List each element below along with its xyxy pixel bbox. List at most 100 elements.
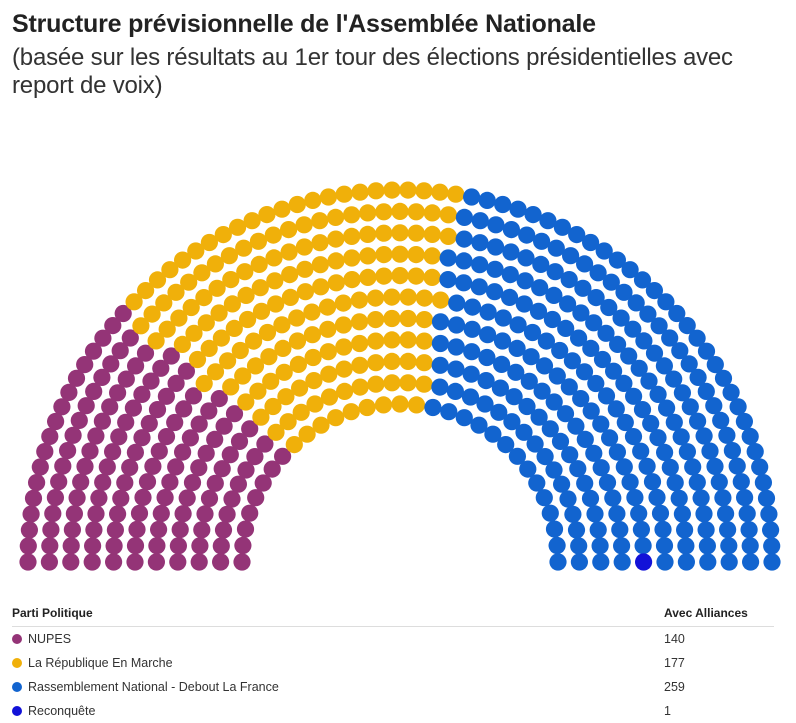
seat-la-r-publique-en-marche	[237, 393, 255, 411]
seat-rassemblement-national-debout-la-france	[556, 405, 575, 423]
seat-rassemblement-national-debout-la-france	[602, 273, 620, 291]
seat-nupes	[134, 488, 152, 506]
seat-nupes	[138, 473, 157, 491]
seat-rassemblement-national-debout-la-france	[575, 363, 594, 381]
seat-rassemblement-national-debout-la-france	[455, 230, 473, 248]
seat-rassemblement-national-debout-la-france	[615, 458, 633, 476]
seat-rassemblement-national-debout-la-france	[439, 249, 457, 267]
seat-rassemblement-national-debout-la-france	[447, 338, 465, 356]
seat-rassemblement-national-debout-la-france	[608, 443, 627, 461]
seat-rassemblement-national-debout-la-france	[546, 263, 564, 281]
seat-rassemblement-national-debout-la-france	[732, 473, 750, 491]
seat-la-r-publique-en-marche	[288, 309, 306, 327]
seat-nupes	[150, 520, 168, 539]
seat-nupes	[206, 430, 224, 448]
seat-la-r-publique-en-marche	[264, 397, 282, 416]
seat-nupes	[62, 537, 80, 555]
seat-rassemblement-national-debout-la-france	[516, 272, 534, 290]
seat-la-r-publique-en-marche	[407, 267, 425, 285]
seat-la-r-publique-en-marche	[285, 436, 303, 454]
seat-rassemblement-national-debout-la-france	[655, 537, 674, 555]
seat-la-r-publique-en-marche	[277, 388, 295, 406]
seat-la-r-publique-en-marche	[251, 279, 269, 297]
seat-la-r-publique-en-marche	[399, 288, 417, 306]
seat-la-r-publique-en-marche	[296, 283, 314, 301]
seat-rassemblement-national-debout-la-france	[502, 243, 520, 261]
seat-la-r-publique-en-marche	[399, 352, 417, 370]
seat-la-r-publique-en-marche	[374, 396, 393, 414]
seat-nupes	[63, 521, 81, 539]
seat-la-r-publique-en-marche	[161, 261, 179, 279]
seat-rassemblement-national-debout-la-france	[643, 473, 662, 491]
seat-rassemblement-national-debout-la-france	[638, 457, 656, 475]
seat-rassemblement-national-debout-la-france	[570, 329, 588, 347]
seat-rassemblement-national-debout-la-france	[670, 489, 688, 507]
seat-rassemblement-national-debout-la-france	[494, 195, 512, 214]
seat-la-r-publique-en-marche	[334, 316, 353, 334]
seat-la-r-publique-en-marche	[415, 182, 433, 200]
seat-rassemblement-national-debout-la-france	[656, 553, 674, 571]
seat-la-r-publique-en-marche	[229, 218, 247, 236]
seat-la-r-publique-en-marche	[200, 339, 218, 357]
seat-la-r-publique-en-marche	[180, 273, 198, 291]
seat-la-r-publique-en-marche	[195, 374, 213, 393]
seat-rassemblement-national-debout-la-france	[509, 316, 527, 334]
seat-nupes	[212, 537, 230, 555]
seat-rassemblement-national-debout-la-france	[625, 387, 643, 405]
legend-label: Reconquête	[28, 704, 96, 718]
seat-la-r-publique-en-marche	[137, 282, 155, 300]
seat-nupes	[184, 387, 203, 405]
seat-rassemblement-national-debout-la-france	[661, 329, 679, 347]
seat-rassemblement-national-debout-la-france	[609, 335, 627, 353]
seat-nupes	[109, 384, 127, 402]
seat-la-r-publique-en-marche	[298, 425, 316, 443]
seat-nupes	[247, 489, 265, 507]
seat-nupes	[175, 400, 193, 418]
seat-la-r-publique-en-marche	[335, 360, 353, 378]
seat-la-r-publique-en-marche	[125, 293, 143, 311]
seat-la-r-publique-en-marche	[193, 264, 211, 282]
seat-rassemblement-national-debout-la-france	[535, 357, 554, 375]
seat-rassemblement-national-debout-la-france	[484, 425, 502, 443]
seat-nupes	[157, 428, 176, 446]
seat-la-r-publique-en-marche	[252, 408, 270, 426]
seat-la-r-publique-en-marche	[311, 234, 329, 252]
seat-rassemblement-national-debout-la-france	[586, 505, 604, 523]
seat-rassemblement-national-debout-la-france	[673, 505, 692, 523]
seat-nupes	[200, 489, 219, 507]
seat-nupes	[90, 489, 108, 507]
seat-la-r-publique-en-marche	[383, 288, 401, 306]
seat-la-r-publique-en-marche	[222, 378, 240, 396]
seat-rassemblement-national-debout-la-france	[446, 382, 464, 400]
seat-la-r-publique-en-marche	[391, 245, 409, 263]
seat-la-r-publique-en-marche	[343, 249, 361, 267]
seat-la-r-publique-en-marche	[319, 343, 337, 361]
seat-reconqu-te	[635, 553, 653, 571]
seat-nupes	[233, 553, 251, 571]
seat-la-r-publique-en-marche	[312, 278, 330, 296]
seat-rassemblement-national-debout-la-france	[613, 553, 631, 571]
seat-rassemblement-national-debout-la-france	[519, 460, 537, 478]
seat-nupes	[62, 553, 80, 571]
seat-la-r-publique-en-marche	[187, 242, 205, 260]
legend-value: 1	[664, 704, 671, 718]
seat-nupes	[230, 432, 249, 450]
seat-rassemblement-national-debout-la-france	[517, 249, 535, 267]
seat-rassemblement-national-debout-la-france	[598, 474, 617, 492]
seat-rassemblement-national-debout-la-france	[541, 504, 559, 522]
seat-la-r-publique-en-marche	[423, 268, 441, 286]
seat-rassemblement-national-debout-la-france	[582, 402, 600, 420]
seat-rassemblement-national-debout-la-france	[665, 370, 683, 388]
seat-rassemblement-national-debout-la-france	[548, 367, 566, 385]
legend-header-party: Parti Politique	[12, 606, 93, 620]
seat-nupes	[24, 489, 43, 507]
legend-label: La République En Marche	[28, 656, 173, 670]
seat-nupes	[166, 413, 184, 432]
seat-rassemblement-national-debout-la-france	[447, 316, 466, 334]
seat-la-r-publique-en-marche	[249, 382, 267, 400]
legend-value: 177	[664, 656, 685, 670]
legend-header-seats: Avec Alliances	[664, 606, 748, 620]
seat-rassemblement-national-debout-la-france	[576, 430, 594, 448]
seat-rassemblement-national-debout-la-france	[572, 304, 590, 322]
seat-rassemblement-national-debout-la-france	[560, 271, 578, 289]
